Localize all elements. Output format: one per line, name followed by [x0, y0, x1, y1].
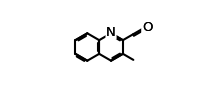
- Text: N: N: [106, 26, 116, 39]
- Text: O: O: [142, 21, 152, 34]
- Circle shape: [109, 30, 113, 34]
- Text: O: O: [142, 21, 152, 34]
- Text: N: N: [106, 26, 116, 39]
- Circle shape: [145, 25, 149, 30]
